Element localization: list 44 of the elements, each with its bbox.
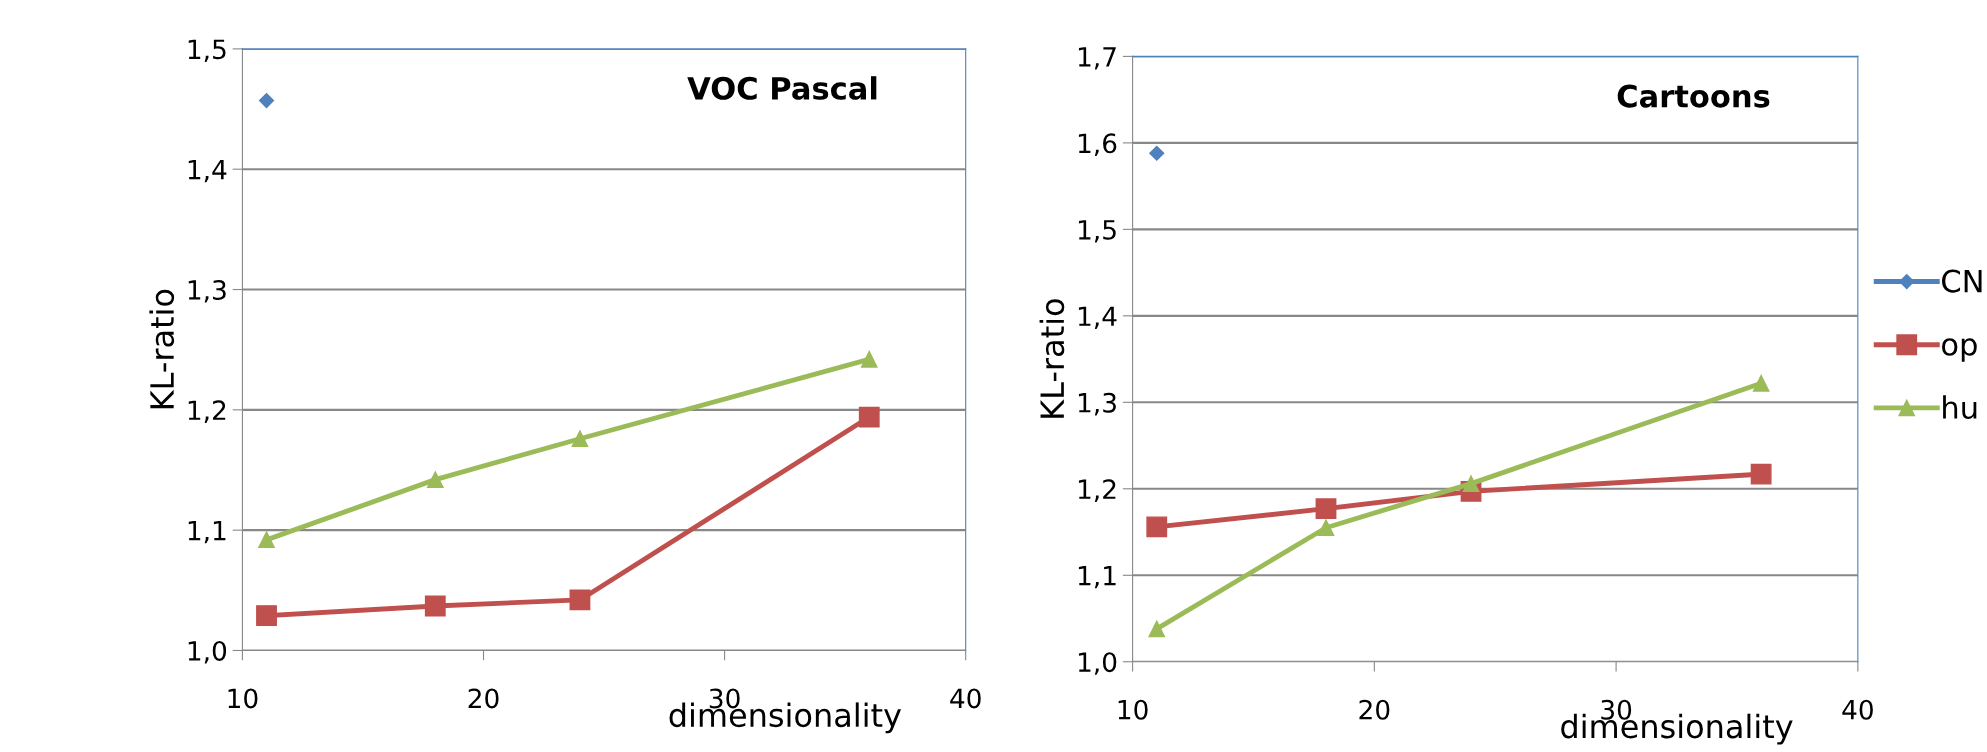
y-tick-label: 1,4 (188, 159, 227, 183)
y-tick-label: 1,0 (188, 640, 227, 664)
x-tick-label: 20 (468, 688, 499, 709)
point (858, 406, 880, 428)
x-tick-label: 40 (1842, 699, 1873, 720)
point (1317, 519, 1335, 537)
point (426, 471, 444, 488)
x-tick-label: 10 (1118, 699, 1148, 720)
y-tick-label: 1,1 (188, 520, 226, 544)
point (571, 430, 589, 448)
y-tick-label: 1,3 (188, 279, 226, 303)
y-tick-label: 1,6 (1078, 133, 1117, 156)
x-tick-label: 20 (1359, 699, 1390, 720)
point (860, 350, 878, 368)
point (1149, 145, 1165, 161)
y-tick-label: 1,2 (1078, 479, 1116, 502)
point (1462, 475, 1480, 492)
y-tick-label: 1,5 (1078, 220, 1116, 243)
y-tick-label: 1,2 (188, 400, 226, 423)
point (258, 93, 275, 109)
y-tick-label: 1,5 (188, 39, 226, 62)
text: Cartoons (1617, 84, 1770, 108)
point (1750, 463, 1772, 485)
legend-label: op (1942, 338, 1977, 362)
x-tick-label: 40 (950, 688, 981, 709)
point (1315, 498, 1337, 520)
y-axis-title: KL-ratio (1039, 299, 1065, 418)
y-tick-label: 1,7 (1078, 47, 1116, 70)
y-tick-label: 1,1 (1078, 566, 1116, 589)
legend-label: hu (1943, 395, 1977, 420)
y-tick-label: 1,4 (1078, 306, 1117, 329)
text: VOC Pascal (687, 76, 877, 100)
point (1146, 516, 1168, 538)
x-tick-label: 10 (228, 688, 258, 709)
y-tick-label: 1,0 (1078, 652, 1117, 675)
point (424, 595, 446, 617)
y-axis-title: KL-ratio (149, 289, 175, 409)
point (1148, 620, 1166, 638)
point (256, 605, 277, 627)
point (1752, 374, 1770, 392)
legend-label: CN (1942, 269, 1982, 293)
point (258, 531, 275, 549)
point (569, 589, 591, 611)
y-tick-label: 1,3 (1078, 392, 1116, 416)
